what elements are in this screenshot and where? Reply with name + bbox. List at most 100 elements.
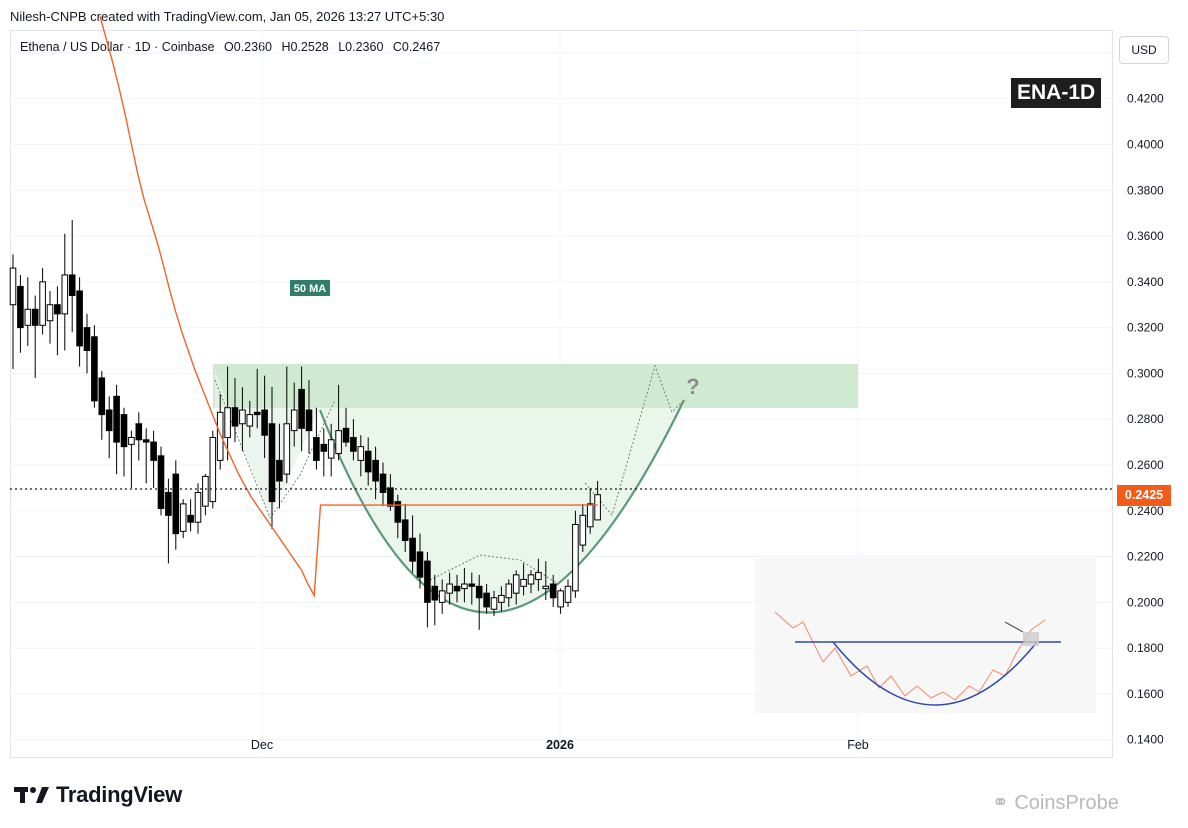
candle xyxy=(446,572,453,605)
y-tick-label: 0.3200 xyxy=(1127,321,1164,335)
candle-body xyxy=(572,523,579,592)
x-axis: Dec 2026 Feb xyxy=(251,738,869,752)
y-tick-label: 0.1400 xyxy=(1127,733,1164,747)
candle xyxy=(320,428,328,477)
candle-body xyxy=(401,519,409,542)
candle-body xyxy=(527,574,535,585)
y-tick-label: 0.3400 xyxy=(1127,275,1164,289)
candle-body xyxy=(31,308,39,326)
candle-body xyxy=(224,407,231,438)
candle-body xyxy=(535,572,542,580)
candle-body xyxy=(350,436,357,452)
candle xyxy=(91,325,98,408)
candle xyxy=(557,588,564,614)
candle-body xyxy=(379,473,387,493)
candle-body xyxy=(261,409,268,436)
ohlc-close: C0.2467 xyxy=(392,40,441,54)
candle-body xyxy=(91,336,98,402)
y-tick-label: 0.2200 xyxy=(1127,550,1164,564)
y-tick-label: 0.3000 xyxy=(1127,366,1164,380)
candle xyxy=(579,503,587,552)
candle-body xyxy=(150,441,157,461)
candle-body xyxy=(594,494,601,521)
candle xyxy=(483,584,490,614)
candle xyxy=(157,446,165,516)
y-tick-label: 0.1600 xyxy=(1127,687,1164,701)
candle-body xyxy=(372,459,379,482)
candle xyxy=(224,366,231,461)
y-tick-label: 0.2000 xyxy=(1127,595,1164,609)
candle xyxy=(372,446,379,500)
candle-body xyxy=(209,436,217,503)
y-tick-label: 0.3600 xyxy=(1127,229,1164,243)
candle-body xyxy=(76,290,83,347)
x-tick-label: Dec xyxy=(251,738,273,752)
candle xyxy=(498,586,505,612)
projection-dotted-path xyxy=(584,364,685,517)
candle xyxy=(46,290,54,344)
candle xyxy=(98,371,106,440)
symbol-name[interactable]: Ethena / US Dollar · 1D · Coinbase xyxy=(20,40,215,54)
candle-body xyxy=(276,459,283,482)
candle xyxy=(594,480,601,521)
candle-body xyxy=(394,501,402,523)
symbol-legend[interactable]: Ethena / US Dollar · 1D · Coinbase O0.23… xyxy=(20,40,446,54)
candle xyxy=(202,474,209,516)
candle xyxy=(394,494,402,539)
ohlc-high: H0.2528 xyxy=(281,40,329,54)
candle-body xyxy=(239,409,246,425)
candle xyxy=(276,423,283,509)
candle-body xyxy=(83,327,91,352)
candle-body xyxy=(313,436,320,461)
candle-body xyxy=(17,285,24,329)
candle xyxy=(542,561,550,601)
candle-body xyxy=(364,450,372,473)
y-axis: 0.44000.42000.40000.38000.36000.34000.32… xyxy=(1127,46,1164,747)
candle-body xyxy=(268,423,276,503)
candle-body xyxy=(461,583,468,590)
tradingview-logo-icon xyxy=(14,787,49,803)
candle xyxy=(475,574,483,630)
candle xyxy=(461,567,468,603)
candle xyxy=(268,387,276,530)
candle-body xyxy=(290,409,298,432)
candle xyxy=(490,590,498,617)
candle xyxy=(527,570,535,594)
candle-body xyxy=(549,583,557,599)
candle xyxy=(283,366,291,484)
candle xyxy=(424,551,431,628)
question-mark: ? xyxy=(686,374,699,399)
candle xyxy=(505,579,513,607)
watermark-icon: ⚭ xyxy=(992,792,1015,814)
y-tick-label: 0.4000 xyxy=(1127,137,1164,151)
candle-body xyxy=(424,560,431,603)
candle xyxy=(68,220,76,333)
chart-frame xyxy=(10,30,1113,758)
candle xyxy=(209,430,217,509)
ohlc-low: L0.2360 xyxy=(338,40,384,54)
candle-body xyxy=(387,487,394,507)
candle-body xyxy=(579,514,587,546)
currency-button[interactable]: USD xyxy=(1119,36,1169,64)
tradingview-logo[interactable]: TradingView xyxy=(14,782,182,808)
candle-body xyxy=(46,304,54,322)
candle xyxy=(231,377,239,443)
candle-body xyxy=(542,585,550,590)
candle-body xyxy=(557,590,564,608)
candle-body xyxy=(120,414,128,448)
candle xyxy=(357,435,365,477)
candle xyxy=(142,428,150,484)
y-tick-label: 0.2600 xyxy=(1127,458,1164,472)
candle xyxy=(431,574,439,626)
candle-body xyxy=(194,491,202,523)
candle xyxy=(364,437,372,486)
watermark-text: CoinsProbe xyxy=(1014,792,1119,814)
candle xyxy=(453,574,461,603)
candle xyxy=(416,533,424,589)
candle-body xyxy=(586,503,594,528)
candles xyxy=(9,220,601,630)
candle-body xyxy=(128,436,135,445)
candle-body xyxy=(231,407,239,427)
candle-body xyxy=(468,583,476,587)
